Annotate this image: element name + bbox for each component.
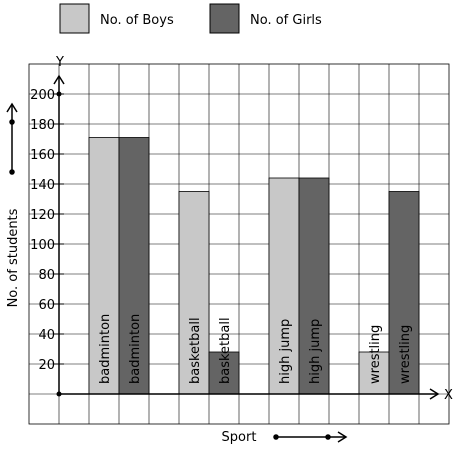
y-tick-label: 140	[30, 178, 55, 193]
axis-point	[56, 391, 62, 397]
bars	[88, 137, 420, 395]
bar-wrestling-girls	[388, 191, 420, 395]
y-axis-letter: Y	[55, 55, 64, 70]
y-tick-label: 120	[30, 208, 55, 223]
bar-label-basketball-boys: basketball	[188, 317, 203, 384]
y-tick-label: 20	[38, 358, 55, 373]
bar-label-badminton-girls: badminton	[128, 314, 143, 384]
bar-label-wrestling-girls: wrestling	[398, 325, 413, 384]
legend-label-boys: No. of Boys	[100, 13, 174, 28]
legend: No. of Boys No. of Girls	[59, 3, 322, 34]
axes	[53, 74, 440, 400]
bar-badminton-girls	[118, 137, 150, 395]
bar-wrestling-boys	[358, 351, 390, 395]
bar-labels: badminton badminton basketball basketball hi…	[98, 314, 413, 384]
bar-label-badminton-boys: badminton	[98, 314, 113, 384]
x-axis-title: Sport	[222, 430, 257, 445]
y-tick-label: 60	[38, 298, 55, 313]
legend-swatch-boys	[59, 3, 90, 34]
y-axis-arrow-icon	[53, 74, 65, 85]
bar-label-high-jump-girls: high jump	[308, 319, 323, 384]
y-ticks: 20 40 60 80 100 120 140 160 180 200	[30, 88, 64, 373]
y-tick-label: 160	[30, 148, 55, 163]
bar-basketball-girls	[208, 351, 240, 395]
bar-basketball-boys	[178, 191, 210, 395]
legend-swatch-girls	[209, 3, 240, 34]
y-tick-label: 180	[30, 118, 55, 133]
x-direction-arrow-icon	[273, 431, 348, 443]
x-axis-letter: X	[444, 388, 453, 403]
y-tick-label: 40	[38, 328, 55, 343]
y-tick-label: 100	[30, 238, 55, 253]
bar-label-high-jump-boys: high jump	[278, 319, 293, 384]
y-tick-label: 200	[30, 88, 55, 103]
bar-label-wrestling-boys: wrestling	[368, 325, 383, 384]
bar-label-basketball-girls: basketball	[218, 317, 233, 384]
legend-label-girls: No. of Girls	[250, 13, 322, 28]
y-tick-label: 80	[38, 268, 55, 283]
y-direction-arrow-icon	[6, 102, 18, 175]
y-axis-title: No. of students	[6, 208, 21, 307]
bar-high-jump-girls	[298, 177, 330, 395]
x-axis-arrow-icon	[429, 388, 440, 400]
